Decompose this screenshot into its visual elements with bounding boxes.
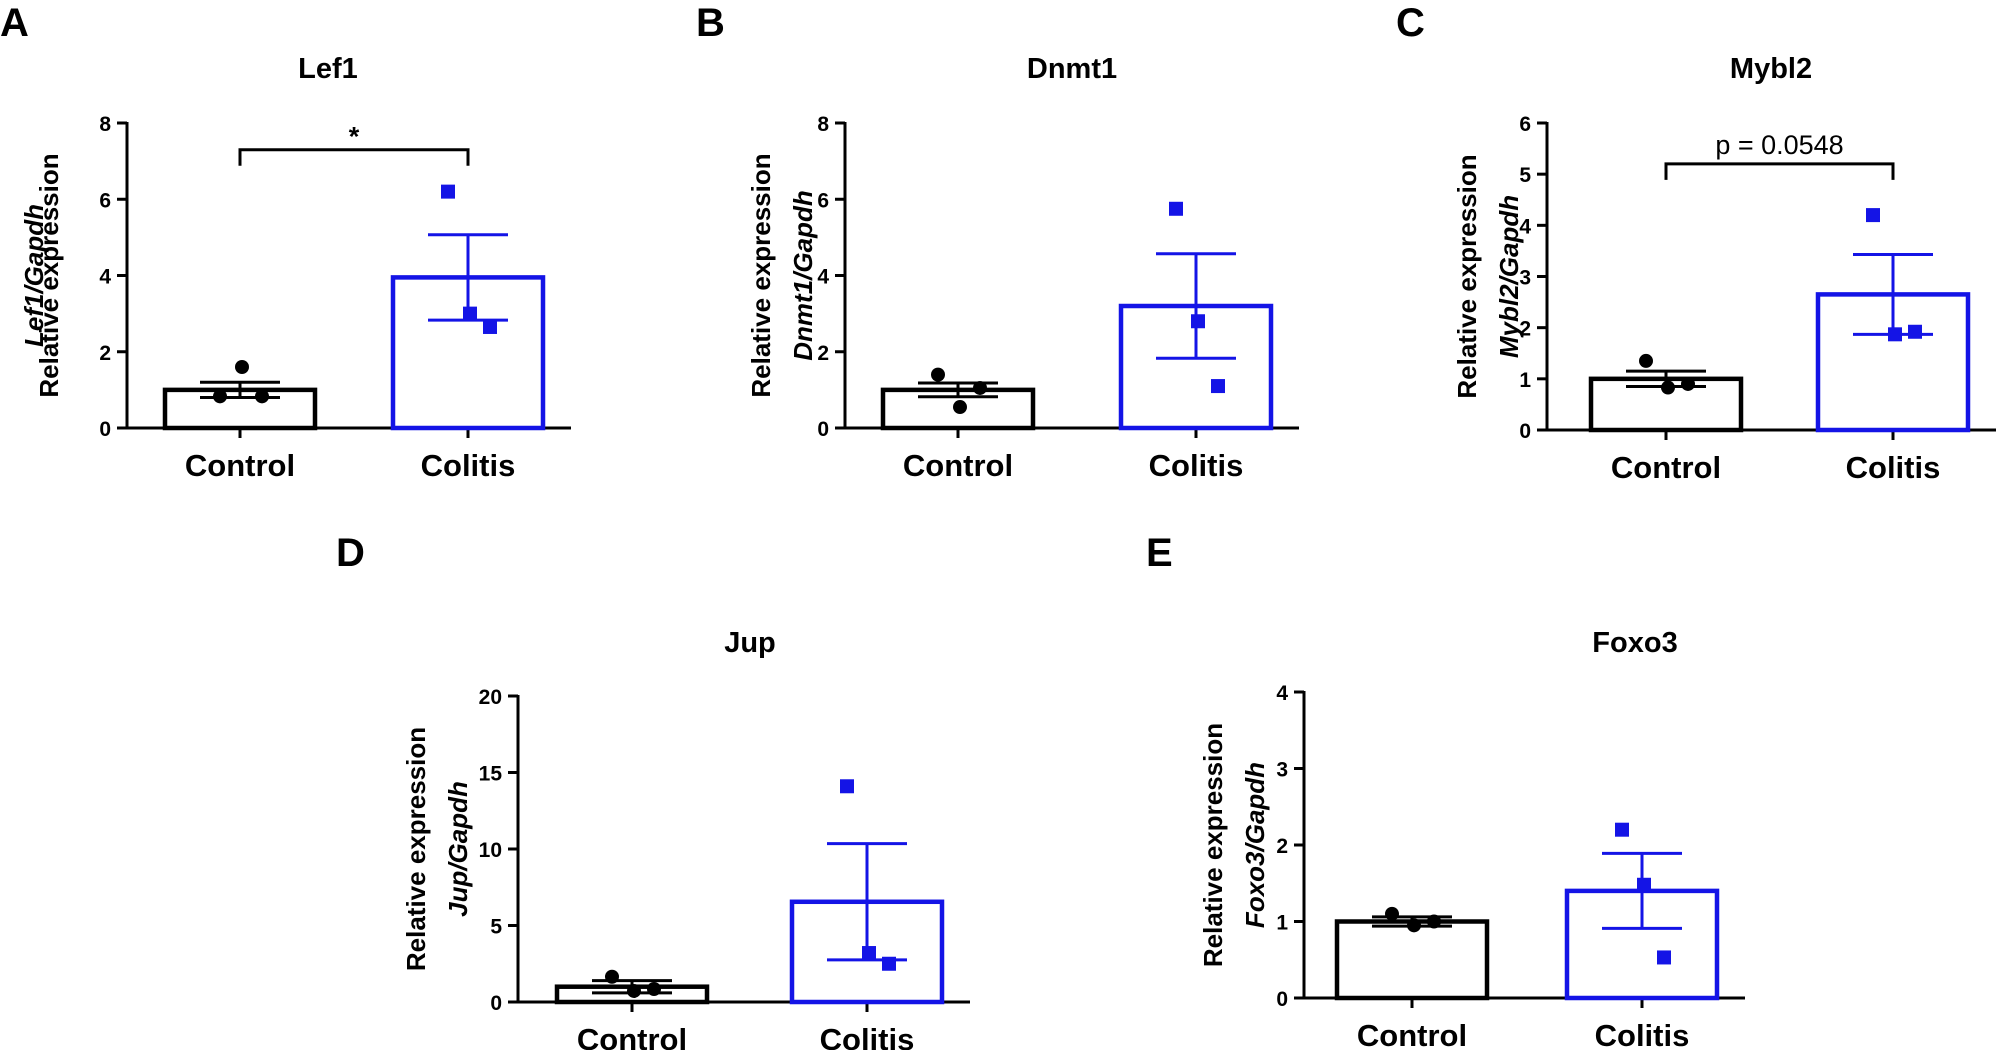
data-point-colitis <box>882 956 896 971</box>
x-category-label: Colitis <box>421 448 516 483</box>
panel-letter: C <box>1396 1 1425 45</box>
panel-letter: E <box>1146 531 1173 575</box>
y-tick-label: 3 <box>1276 759 1288 782</box>
y-tick-label: 0 <box>1519 420 1531 443</box>
x-category-label: Control <box>1611 450 1721 485</box>
y-tick-label: 6 <box>1519 113 1531 136</box>
x-category-label: Control <box>577 1022 687 1050</box>
data-point-control <box>931 367 945 382</box>
x-category-label: Control <box>185 448 295 483</box>
y-tick-label: 2 <box>817 342 829 365</box>
data-point-control <box>627 983 641 998</box>
data-point-colitis <box>1637 877 1651 892</box>
data-point-control <box>1385 906 1399 921</box>
y-tick-label: 0 <box>1276 988 1288 1011</box>
data-point-colitis <box>1169 201 1183 216</box>
y-tick-label: 2 <box>99 342 111 365</box>
chart-title: Dnmt1 <box>1027 53 1117 85</box>
data-point-colitis <box>1866 208 1880 223</box>
y-tick-label: 10 <box>479 839 502 862</box>
y-tick-label: 4 <box>99 266 111 289</box>
bar-control <box>1334 919 1490 1001</box>
x-category-label: Control <box>903 448 1013 483</box>
x-category-label: Colitis <box>1149 448 1244 483</box>
y-tick-label: 20 <box>479 686 502 709</box>
data-point-colitis <box>1191 314 1205 329</box>
data-point-control <box>1681 376 1695 391</box>
data-point-control <box>213 389 227 404</box>
y-axis-label-gene: Foxo3/Gapdh <box>1240 762 1270 928</box>
data-point-control <box>647 981 661 996</box>
data-point-control <box>973 380 987 395</box>
data-point-colitis <box>1657 950 1671 965</box>
y-tick-label: 15 <box>479 763 503 786</box>
data-point-colitis <box>463 306 477 321</box>
data-point-control <box>255 389 269 404</box>
data-point-colitis <box>441 184 455 199</box>
data-point-control <box>605 969 619 984</box>
y-tick-label: 4 <box>1276 682 1288 705</box>
data-point-colitis <box>862 946 876 961</box>
y-tick-label: 6 <box>817 189 829 212</box>
y-tick-label: 8 <box>817 113 829 136</box>
y-axis-label-gene: Lef1/Gapdh <box>19 204 49 347</box>
y-tick-label: 3 <box>1519 267 1531 290</box>
data-point-colitis <box>1888 327 1902 342</box>
chart-title: Jup <box>724 627 776 659</box>
y-axis-label: Relative expression <box>34 153 64 397</box>
y-tick-label: 1 <box>1276 912 1288 935</box>
significance-label: * <box>349 122 360 152</box>
data-point-colitis <box>1211 379 1225 394</box>
panel-d: D Jup Relative expression Jup/Gapdh 0 5 10 15 20… <box>336 531 970 1050</box>
y-tick-label: 4 <box>817 266 829 289</box>
panel-c: C Mybl2 Relative expression Mybl2/Gapdh 0 1 2 3… <box>1396 1 1996 485</box>
y-tick-label: 2 <box>1276 835 1288 858</box>
data-point-control <box>1427 914 1441 929</box>
significance-bracket <box>238 148 470 166</box>
y-tick-label: 5 <box>1519 164 1531 187</box>
data-point-control <box>1639 353 1653 368</box>
y-tick-label: 0 <box>817 418 829 441</box>
panel-e: E Foxo3 Relative expression Foxo3/Gapdh 0 1 2 3… <box>1146 531 1745 1050</box>
significance-bracket <box>1664 162 1895 180</box>
data-point-control <box>1661 380 1675 395</box>
x-category-label: Colitis <box>820 1022 915 1050</box>
data-point-control <box>953 400 967 415</box>
y-tick-label: 4 <box>1519 215 1531 238</box>
x-category-label: Colitis <box>1595 1018 1690 1050</box>
y-tick-label: 1 <box>1519 369 1531 392</box>
chart-title: Foxo3 <box>1592 627 1677 659</box>
y-axis-label-gene: Mybl2/Gapdh <box>1494 195 1524 358</box>
x-category-label: Colitis <box>1846 450 1941 485</box>
y-tick-label: 6 <box>99 189 111 212</box>
panel-letter: A <box>0 1 29 45</box>
y-tick-label: 0 <box>490 992 502 1015</box>
y-tick-label: 5 <box>490 916 502 939</box>
y-tick-label: 8 <box>99 113 111 136</box>
x-category-label: Control <box>1357 1018 1467 1050</box>
data-point-colitis <box>840 779 854 794</box>
data-point-control <box>1407 918 1421 933</box>
panel-letter: D <box>336 531 365 575</box>
panel-letter: B <box>696 1 725 45</box>
y-axis-label: Relative expression <box>746 153 776 397</box>
y-axis-label-gene: Jup/Gapdh <box>443 781 473 917</box>
data-point-colitis <box>1908 324 1922 339</box>
data-point-colitis <box>1615 822 1629 837</box>
chart-title: Lef1 <box>298 53 358 85</box>
y-axis-label: Relative expression <box>1452 154 1482 398</box>
significance-label: p = 0.0548 <box>1715 130 1843 160</box>
chart-title: Mybl2 <box>1730 53 1812 85</box>
y-axis-label-gene: Dnmt1/Gapdh <box>788 190 818 360</box>
y-axis-label: Relative expression <box>1198 723 1228 967</box>
data-point-control <box>235 360 249 374</box>
y-tick-label: 2 <box>1519 318 1531 341</box>
data-point-colitis <box>483 319 497 334</box>
panel-b: B Dnmt1 Relative expression Dnmt1/Gapdh 0 2 4 6… <box>696 1 1299 483</box>
y-tick-label: 0 <box>99 418 111 441</box>
y-axis-label: Relative expression <box>401 727 431 971</box>
